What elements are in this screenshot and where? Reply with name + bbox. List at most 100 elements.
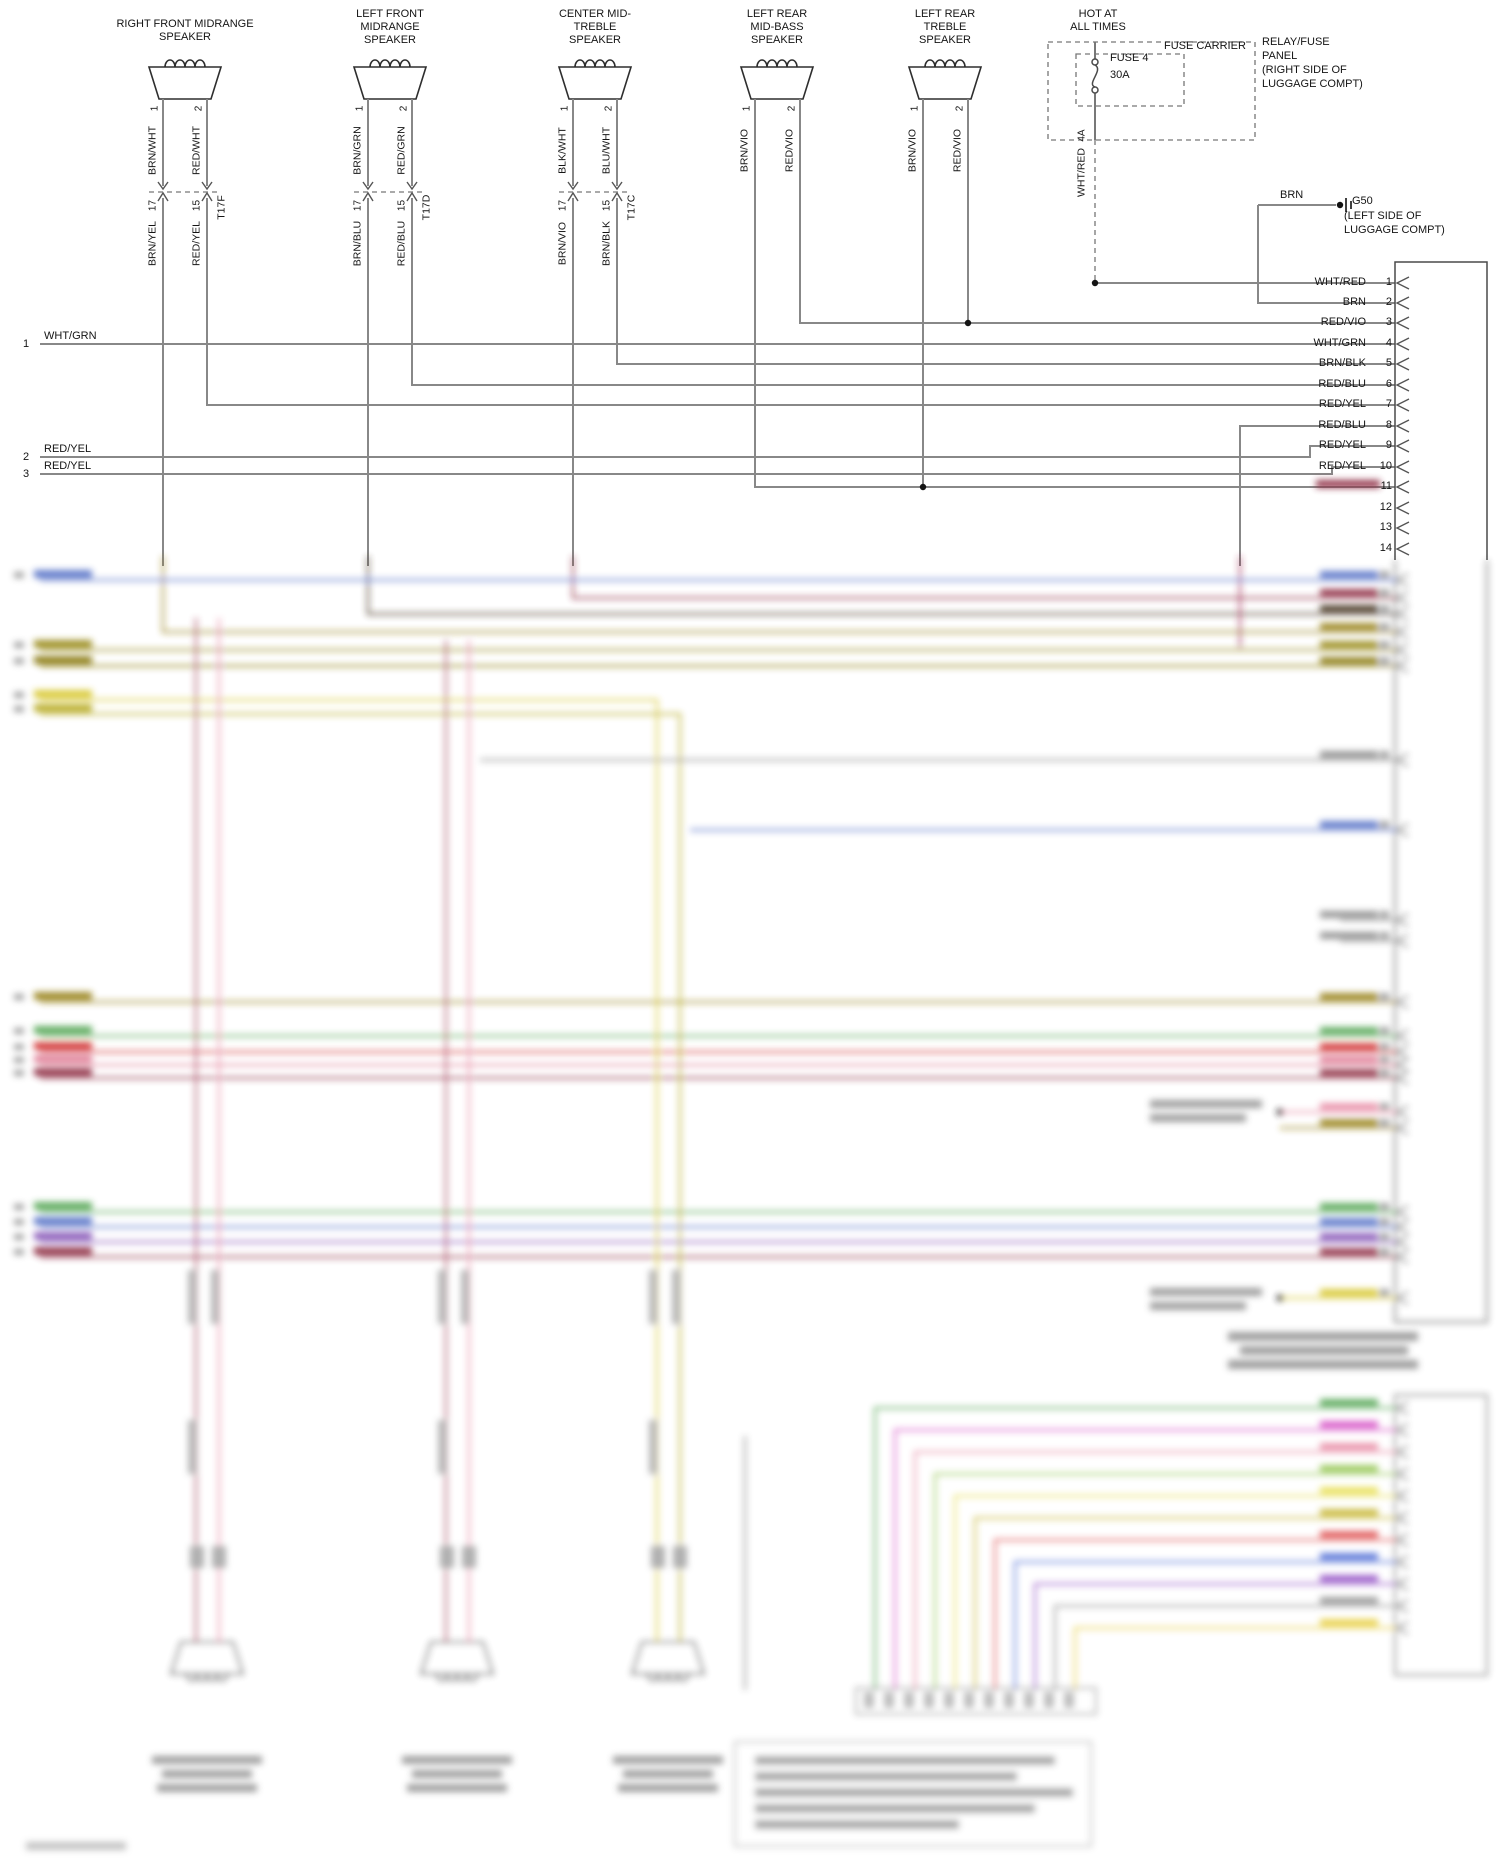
speaker-symbols (147, 59, 983, 100)
speaker-symbol-right-front-midrange (147, 59, 223, 100)
wire-label: BRN/VIO (738, 128, 751, 173)
amp-pin-wire-label: WHT/RED (1314, 276, 1366, 288)
wire-red-vio-pin3 (799, 99, 1395, 324)
wire-label: RED/YEL (190, 221, 203, 266)
speaker-5-label: LEFT REAR TREBLE SPEAKER (914, 8, 976, 46)
amp-pin-number: 14 (1379, 542, 1392, 554)
amp-pin-wire-label: BRN/BLK (1318, 357, 1366, 369)
speaker-pin-number: 2 (786, 105, 798, 112)
wire-label: BRN/GRN (351, 126, 364, 175)
amp-pin-number: 8 (1385, 419, 1392, 431)
amp-pin-number: 13 (1379, 521, 1392, 533)
ground-location: (LEFT SIDE OF (1344, 210, 1422, 222)
left-stub-number: 2 (22, 451, 30, 463)
hot-at-label: HOT AT (1078, 8, 1118, 20)
wire-label: RED/VIO (951, 128, 964, 173)
wire-label: BRN/YEL (146, 221, 159, 266)
wire-label: BLU/WHT (600, 126, 613, 175)
amp-pin-number: 10 (1379, 460, 1392, 472)
amp-pin-wire-label: WHT/GRN (1313, 337, 1366, 349)
wire-label: BLK/WHT (556, 127, 569, 174)
speaker-symbol-left-rear-mid-bass (739, 59, 815, 100)
blurred-lower-section (14, 480, 1488, 1850)
wire-label: BRN/VIO (556, 221, 569, 266)
ground-symbol-g50 (1336, 198, 1352, 212)
fuse-name: FUSE 4 (1110, 52, 1149, 64)
junction-dots (919, 279, 1099, 491)
speaker-3-label: CENTER MID-TREBLE SPEAKER (558, 8, 632, 46)
amp-pin-number: 6 (1385, 378, 1392, 390)
speaker-1-label: RIGHT FRONT MIDRANGE SPEAKER (116, 18, 254, 43)
blurred-text-blocks (1150, 1100, 1418, 1369)
wire-brn-vio-rear1 (754, 99, 1395, 488)
wire-label: RED/BLU (395, 220, 408, 267)
amplifier-connector (1394, 261, 1488, 560)
inline-connectors (149, 181, 631, 202)
amp-pin-wire-label: RED/YEL (1318, 460, 1366, 472)
wire-label: RED/GRN (395, 126, 408, 175)
wire-red-yel-pin9 (40, 445, 1395, 458)
fuse-wire-label: WHT/RED (1075, 148, 1088, 197)
speaker-symbol-left-front-midrange (352, 59, 428, 100)
fuse-rating: 30A (1110, 69, 1130, 81)
amp-pin-number: 9 (1385, 439, 1392, 451)
speaker-pin-number: 2 (193, 105, 205, 112)
wire-label: BRN/VIO (906, 128, 919, 173)
wire-red-blu-pin6 (411, 198, 1395, 386)
left-stub-number: 1 (22, 338, 30, 350)
blurred-harness-bundle (734, 1399, 1409, 1847)
wire-red-yel-pin7 (206, 198, 1395, 406)
wire-label: RED/VIO (783, 128, 796, 173)
connector-name: T17F (215, 195, 228, 220)
amp-pin-number: 5 (1385, 357, 1392, 369)
speaker-pin-number: 1 (149, 105, 161, 112)
speaker-pin-number: 1 (909, 105, 921, 112)
wire-label: RED/WHT (190, 126, 203, 175)
ground-name: G50 (1352, 195, 1373, 207)
speaker-pin-number: 2 (603, 105, 615, 112)
blurred-left-labels (14, 570, 92, 1255)
all-times-label: ALL TIMES (1070, 21, 1126, 33)
fuse-box (1047, 41, 1256, 141)
left-stub-wire: RED/YEL (44, 460, 92, 472)
amp-pin-wire-label: BRN (1342, 296, 1366, 308)
speaker-pin-number: 1 (354, 105, 366, 112)
relay-panel-label: PANEL (1262, 50, 1298, 62)
ground-wire-label: BRN (1280, 189, 1304, 201)
left-stub-wire: WHT/GRN (44, 330, 97, 342)
amp-pin-wire-label: RED/BLU (1318, 378, 1366, 390)
connector-name: T17D (420, 194, 433, 221)
wire-brn-blk-pin5 (616, 198, 1395, 365)
fuse-element-icon (1091, 64, 1099, 88)
fuse-carrier-label: FUSE CARRIER (1164, 40, 1246, 52)
amp-pin-number: 12 (1379, 501, 1392, 513)
wire-red-blu-pin8 (1239, 425, 1395, 566)
relay-panel-label: LUGGAGE COMPT) (1262, 78, 1363, 90)
speaker-symbol-left-rear-treble (907, 59, 983, 100)
wire-label: BRN/WHT (146, 126, 159, 175)
ground-location: LUGGAGE COMPT) (1344, 224, 1445, 236)
relay-panel-label: (RIGHT SIDE OF (1262, 64, 1347, 76)
wire-red-yel-pin10 (40, 466, 1395, 475)
speaker-pin-number: 1 (559, 105, 571, 112)
wire-label: BRN/BLK (600, 221, 613, 266)
speaker-4-label: LEFT REAR MID-BASS SPEAKER (746, 8, 808, 46)
amp-pin-number: 1 (1385, 276, 1392, 288)
blurred-bottom-connectors (26, 1270, 723, 1850)
amp-pin-wire-label: RED/VIO (1320, 316, 1366, 328)
blurred-right-labels (1320, 571, 1409, 1305)
left-stub-number: 3 (22, 468, 30, 480)
amp-pin-wire-label: RED/YEL (1318, 439, 1366, 451)
wire-label: BRN/BLU (351, 220, 364, 267)
amp-pin-wire-label: RED/YEL (1318, 398, 1366, 410)
amp-pin-wire-label: RED/BLU (1318, 419, 1366, 431)
amp-pin-number: 4 (1385, 337, 1392, 349)
relay-panel-label: RELAY/FUSE (1262, 36, 1330, 48)
speaker-pin-number: 2 (398, 105, 410, 112)
amp-pin-number: 2 (1385, 296, 1392, 308)
speaker-pin-number: 2 (954, 105, 966, 112)
wires (40, 42, 1395, 566)
connector-name: T17C (625, 194, 638, 221)
wire-brn-pin2 (1257, 205, 1395, 304)
